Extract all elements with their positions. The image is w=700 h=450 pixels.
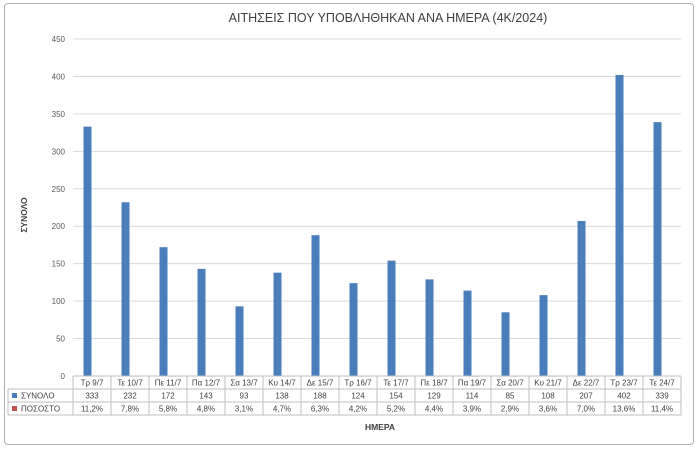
data-label: 3,1% — [235, 405, 253, 414]
y-tick-label: 50 — [56, 335, 65, 344]
data-label: 5,2% — [387, 405, 405, 414]
bar-total — [235, 306, 244, 376]
bar-total — [501, 312, 510, 376]
x-tick-label: Πα 12/7 — [192, 379, 221, 388]
x-axis-label: ΗΜΕΡΑ — [365, 422, 395, 432]
bar-total — [311, 235, 320, 376]
data-label: 85 — [506, 392, 515, 401]
data-label: 154 — [389, 392, 403, 401]
bar-total — [121, 202, 130, 376]
y-tick-label: 400 — [52, 72, 66, 81]
x-tick-label: Σα 20/7 — [496, 379, 524, 388]
x-tick-label: Πε 18/7 — [420, 379, 448, 388]
data-label: 114 — [466, 392, 479, 401]
bar-total — [83, 126, 92, 377]
x-tick-label: Πε 11/7 — [155, 379, 182, 388]
x-tick-label: Κυ 14/7 — [268, 379, 296, 388]
data-label: 2,9% — [501, 405, 519, 414]
data-label: 93 — [240, 392, 249, 401]
data-label: 7,8% — [121, 405, 139, 414]
data-label: 402 — [617, 392, 631, 401]
y-axis-label: ΣΥΝΟΛΟ — [19, 197, 29, 233]
bar-total — [653, 122, 662, 376]
data-label: 108 — [541, 392, 555, 401]
data-label: 129 — [427, 392, 441, 401]
bar-total — [387, 260, 396, 376]
data-label: 5,8% — [159, 405, 177, 414]
legend-label: ΠΟΣΟΣΤΟ — [21, 405, 60, 414]
legend-label: ΣΥΝΟΛΟ — [21, 392, 55, 401]
data-label: 333 — [85, 392, 99, 401]
x-tick-label: Τε 17/7 — [383, 379, 409, 388]
data-label: 339 — [655, 392, 669, 401]
bar-total — [463, 290, 472, 376]
x-tick-label: Σα 13/7 — [230, 379, 258, 388]
chart-title: ΑΙΤΗΣΕΙΣ ΠΟΥ ΥΠΟΒΛΗΘΗΚΑΝ ΑΝΑ ΗΜΕΡΑ (4Κ/2… — [229, 11, 548, 25]
bar-total — [349, 283, 358, 376]
data-label: 207 — [579, 392, 593, 401]
x-tick-label: Πα 19/7 — [458, 379, 487, 388]
x-tick-label: Τρ 16/7 — [344, 379, 372, 388]
y-tick-label: 450 — [52, 35, 66, 44]
data-label: 6,3% — [311, 405, 329, 414]
data-label: 4,7% — [273, 405, 291, 414]
x-tick-label: Δε 15/7 — [307, 379, 334, 388]
bar-total — [577, 220, 586, 376]
data-label: 124 — [351, 392, 365, 401]
data-label: 4,8% — [197, 405, 215, 414]
y-tick-label: 350 — [52, 110, 66, 119]
data-label: 143 — [199, 392, 213, 401]
data-label: 11,4% — [651, 405, 673, 414]
bar-total — [197, 268, 206, 376]
y-axis-ticks: 0 50 100 150 200 250 300 350 400 450 — [52, 35, 66, 381]
y-tick-label: 300 — [52, 147, 66, 156]
bar-total — [425, 279, 434, 376]
legend-key — [12, 406, 17, 411]
x-tick-label: Τρ 23/7 — [610, 379, 638, 388]
legend-key — [12, 393, 17, 398]
data-label: 7,0% — [577, 405, 595, 414]
y-tick-label: 200 — [52, 222, 66, 231]
x-tick-label: Τε 24/7 — [649, 379, 675, 388]
data-label: 3,6% — [539, 405, 557, 414]
bar-total — [159, 247, 168, 376]
x-tick-label: Κυ 21/7 — [534, 379, 562, 388]
bar-total — [615, 74, 624, 377]
data-label: 11,2% — [81, 405, 103, 414]
x-tick-label: Δε 22/7 — [573, 379, 600, 388]
data-label: 13,6% — [613, 405, 636, 414]
data-label: 4,4% — [425, 405, 443, 414]
data-label: 232 — [123, 392, 137, 401]
data-label: 138 — [275, 392, 289, 401]
y-tick-label: 250 — [52, 185, 66, 194]
x-tick-label: Τρ 9/7 — [81, 379, 104, 388]
data-label: 188 — [313, 392, 327, 401]
bar-total — [273, 272, 282, 376]
data-table: Τρ 9/7 Τε 10/7 Πε 11/7 Πα 12/7 Σα 13/7 Κυ 14/… — [7, 375, 682, 416]
bar-total — [539, 295, 548, 376]
data-label: 172 — [161, 392, 175, 401]
y-tick-label: 150 — [52, 260, 66, 269]
data-label: 4,2% — [349, 405, 367, 414]
x-tick-label: Τε 10/7 — [117, 379, 143, 388]
y-tick-label: 0 — [61, 372, 66, 381]
data-label: 3,9% — [463, 405, 481, 414]
y-tick-label: 100 — [52, 297, 66, 306]
